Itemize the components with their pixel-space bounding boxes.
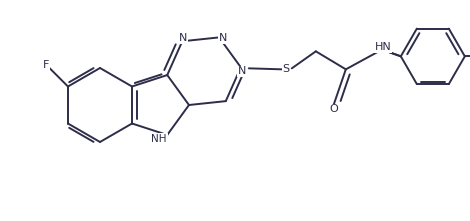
Text: N: N	[179, 33, 188, 43]
Text: O: O	[329, 104, 338, 114]
Text: N: N	[219, 33, 227, 43]
Text: S: S	[282, 64, 290, 74]
Text: NH: NH	[151, 134, 167, 144]
Text: F: F	[43, 59, 49, 69]
Text: N: N	[238, 66, 246, 76]
Text: HN: HN	[375, 42, 391, 52]
